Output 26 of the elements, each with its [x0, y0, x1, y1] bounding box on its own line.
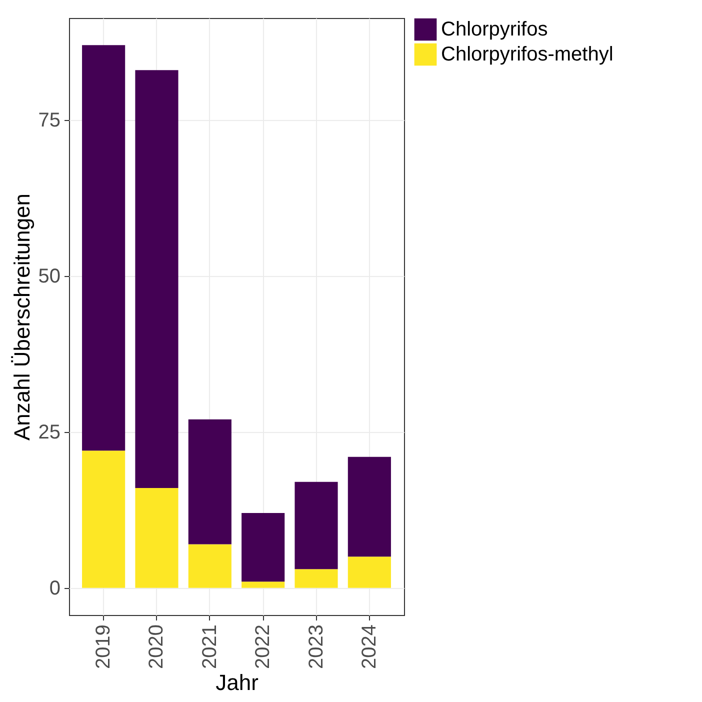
bar [348, 456, 391, 557]
bar [294, 569, 338, 588]
bar [135, 70, 178, 488]
y-tick-label: 0 [49, 577, 60, 600]
x-tick-label: 2023 [305, 624, 328, 669]
x-tick-label: 2021 [198, 624, 221, 669]
x-tick-label: 2024 [358, 624, 380, 669]
y-tick-label: 75 [38, 109, 60, 132]
bar [135, 488, 178, 588]
bar [188, 419, 232, 544]
bar [82, 45, 126, 451]
legend-label: Chlorpyrifos [441, 18, 548, 40]
bar [82, 450, 126, 588]
bar [294, 482, 338, 570]
bar [188, 544, 232, 588]
y-tick-label: 50 [38, 265, 60, 288]
x-tick-label: 2019 [92, 624, 115, 669]
bar [348, 556, 391, 588]
x-tick-label: 2020 [146, 624, 168, 669]
y-axis-title: Anzahl Überschreitungen [9, 193, 34, 441]
legend-label: Chlorpyrifos-methyl [441, 44, 614, 66]
bar [242, 513, 285, 582]
bar [242, 582, 285, 588]
x-axis-title: Jahr [216, 670, 258, 695]
x-tick-label: 2022 [252, 624, 274, 669]
y-tick-label: 25 [38, 421, 60, 444]
